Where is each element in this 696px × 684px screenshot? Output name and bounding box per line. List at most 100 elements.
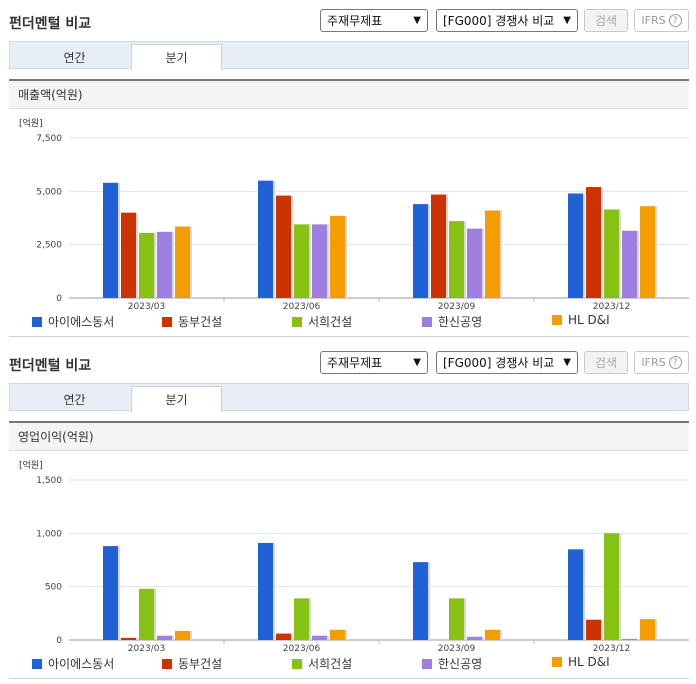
legend-label: 한신공영 — [438, 315, 483, 329]
x-tick-label: 2023/09 — [438, 302, 476, 310]
y-tick-label: 0 — [56, 294, 62, 304]
y-tick-label: 500 — [45, 583, 62, 593]
bar — [622, 638, 637, 640]
bar — [312, 224, 327, 298]
bar — [157, 231, 172, 298]
bar — [330, 629, 345, 640]
divider — [9, 336, 689, 337]
revenue-chart: [억원] 0 2,500 5,000 7,500 2023/03 2023/06 2023/0… — [19, 117, 689, 310]
legend-swatch — [32, 316, 42, 327]
bar — [604, 209, 619, 298]
bar — [449, 598, 464, 640]
legend-swatch — [552, 657, 562, 667]
legend-item[interactable]: 아이에스동서 — [32, 655, 114, 672]
bar — [568, 549, 583, 640]
bar — [449, 221, 464, 298]
legend-item[interactable]: 아이에스동서 — [32, 313, 114, 330]
bar — [157, 635, 172, 640]
competitor-value: [FG000] 경쟁사 비교 — [443, 356, 555, 370]
legend-label: HL D&I — [568, 655, 610, 669]
panel-title: 펀더멘털 비교 — [9, 358, 92, 374]
help-icon: ? — [668, 356, 682, 369]
legend-item[interactable]: HL D&I — [552, 655, 610, 669]
x-tick-label: 2023/03 — [128, 644, 165, 652]
bar — [485, 629, 500, 640]
bar — [413, 204, 428, 298]
legend-item[interactable]: 서희건설 — [292, 655, 352, 672]
legend-item[interactable]: 동부건설 — [162, 655, 222, 672]
statement-type-select[interactable]: 주재무제표 ▼ — [320, 9, 428, 32]
bar — [604, 533, 619, 640]
competitor-select[interactable]: [FG000] 경쟁사 비교 ▼ — [436, 351, 578, 374]
bar — [175, 226, 190, 298]
bar — [121, 212, 136, 298]
x-tick-label: 2023/09 — [438, 644, 476, 652]
legend-swatch — [292, 316, 302, 327]
bar — [294, 598, 309, 640]
bar — [467, 636, 482, 640]
ifrs-button[interactable]: IFRS ? — [634, 351, 689, 374]
ifrs-label: IFRS — [641, 14, 666, 27]
fundamental-panel-operating-profit: 펀더멘털 비교 주재무제표 ▼ [FG000] 경쟁사 비교 ▼ 검색 IFRS… — [0, 342, 696, 684]
search-button[interactable]: 검색 — [584, 9, 628, 32]
bar — [467, 228, 482, 298]
tab-annual[interactable]: 연간 — [63, 51, 86, 65]
y-tick-label: 5,000 — [36, 187, 62, 197]
legend-item[interactable]: 한신공영 — [422, 655, 482, 672]
bar — [330, 215, 345, 298]
bar — [175, 630, 190, 640]
legend-label: HL D&I — [568, 313, 610, 327]
bar — [139, 232, 154, 298]
chevron-down-icon: ▼ — [563, 357, 571, 368]
tab-quarterly[interactable]: 분기 — [131, 44, 222, 70]
y-tick-label: 1,000 — [36, 529, 62, 539]
statement-type-value: 주재무제표 — [327, 356, 383, 370]
chart-legend: 아이에스동서 동부건설 서희건설 한신공영 HL D&I — [32, 313, 692, 329]
bar — [413, 562, 428, 640]
legend-item[interactable]: HL D&I — [552, 313, 610, 327]
y-tick-label: 2,500 — [36, 241, 62, 251]
bar — [568, 193, 583, 298]
bar — [586, 187, 601, 298]
section-title: 영업이익(억원) — [9, 421, 689, 451]
competitor-value: [FG000] 경쟁사 비교 — [443, 14, 555, 28]
bar — [640, 206, 655, 298]
legend-swatch — [162, 316, 172, 327]
chart-legend: 아이에스동서 동부건설 서희건설 한신공영 HL D&I — [32, 655, 692, 671]
legend-label: 동부건설 — [178, 315, 223, 329]
legend-label: 아이에스동서 — [48, 657, 115, 671]
legend-item[interactable]: 동부건설 — [162, 313, 222, 330]
tab-annual[interactable]: 연간 — [63, 393, 86, 407]
bar — [276, 195, 291, 298]
legend-swatch — [162, 658, 172, 669]
chevron-down-icon: ▼ — [413, 15, 421, 26]
fundamental-panel-revenue: 펀더멘털 비교 주재무제표 ▼ [FG000] 경쟁사 비교 ▼ 검색 IFRS… — [9, 9, 692, 337]
bar — [485, 210, 500, 298]
ifrs-button[interactable]: IFRS ? — [634, 9, 689, 32]
bar — [312, 635, 327, 640]
unit-label: [억원] — [19, 459, 43, 471]
y-tick-label: 7,500 — [36, 134, 62, 144]
x-tick-label: 2023/03 — [128, 302, 165, 310]
search-button[interactable]: 검색 — [584, 351, 628, 374]
ifrs-label: IFRS — [641, 356, 666, 369]
chevron-down-icon: ▼ — [563, 15, 571, 26]
legend-item[interactable]: 서희건설 — [292, 313, 352, 330]
section-title: 매출액(억원) — [9, 79, 689, 109]
statement-type-select[interactable]: 주재무제표 ▼ — [320, 351, 428, 374]
legend-item[interactable]: 한신공영 — [422, 313, 482, 330]
bar — [103, 182, 118, 298]
bar — [258, 542, 273, 640]
competitor-select[interactable]: [FG000] 경쟁사 비교 ▼ — [436, 9, 578, 32]
bar — [586, 619, 601, 640]
legend-label: 서희건설 — [308, 315, 353, 329]
tab-quarterly[interactable]: 분기 — [131, 386, 222, 412]
bar — [121, 637, 136, 640]
y-tick-label: 0 — [56, 636, 62, 646]
unit-label: [억원] — [19, 117, 43, 129]
bar — [276, 633, 291, 640]
statement-type-value: 주재무제표 — [327, 14, 383, 28]
legend-swatch — [422, 316, 432, 327]
legend-label: 서희건설 — [308, 657, 353, 671]
x-tick-label: 2023/06 — [283, 644, 321, 652]
